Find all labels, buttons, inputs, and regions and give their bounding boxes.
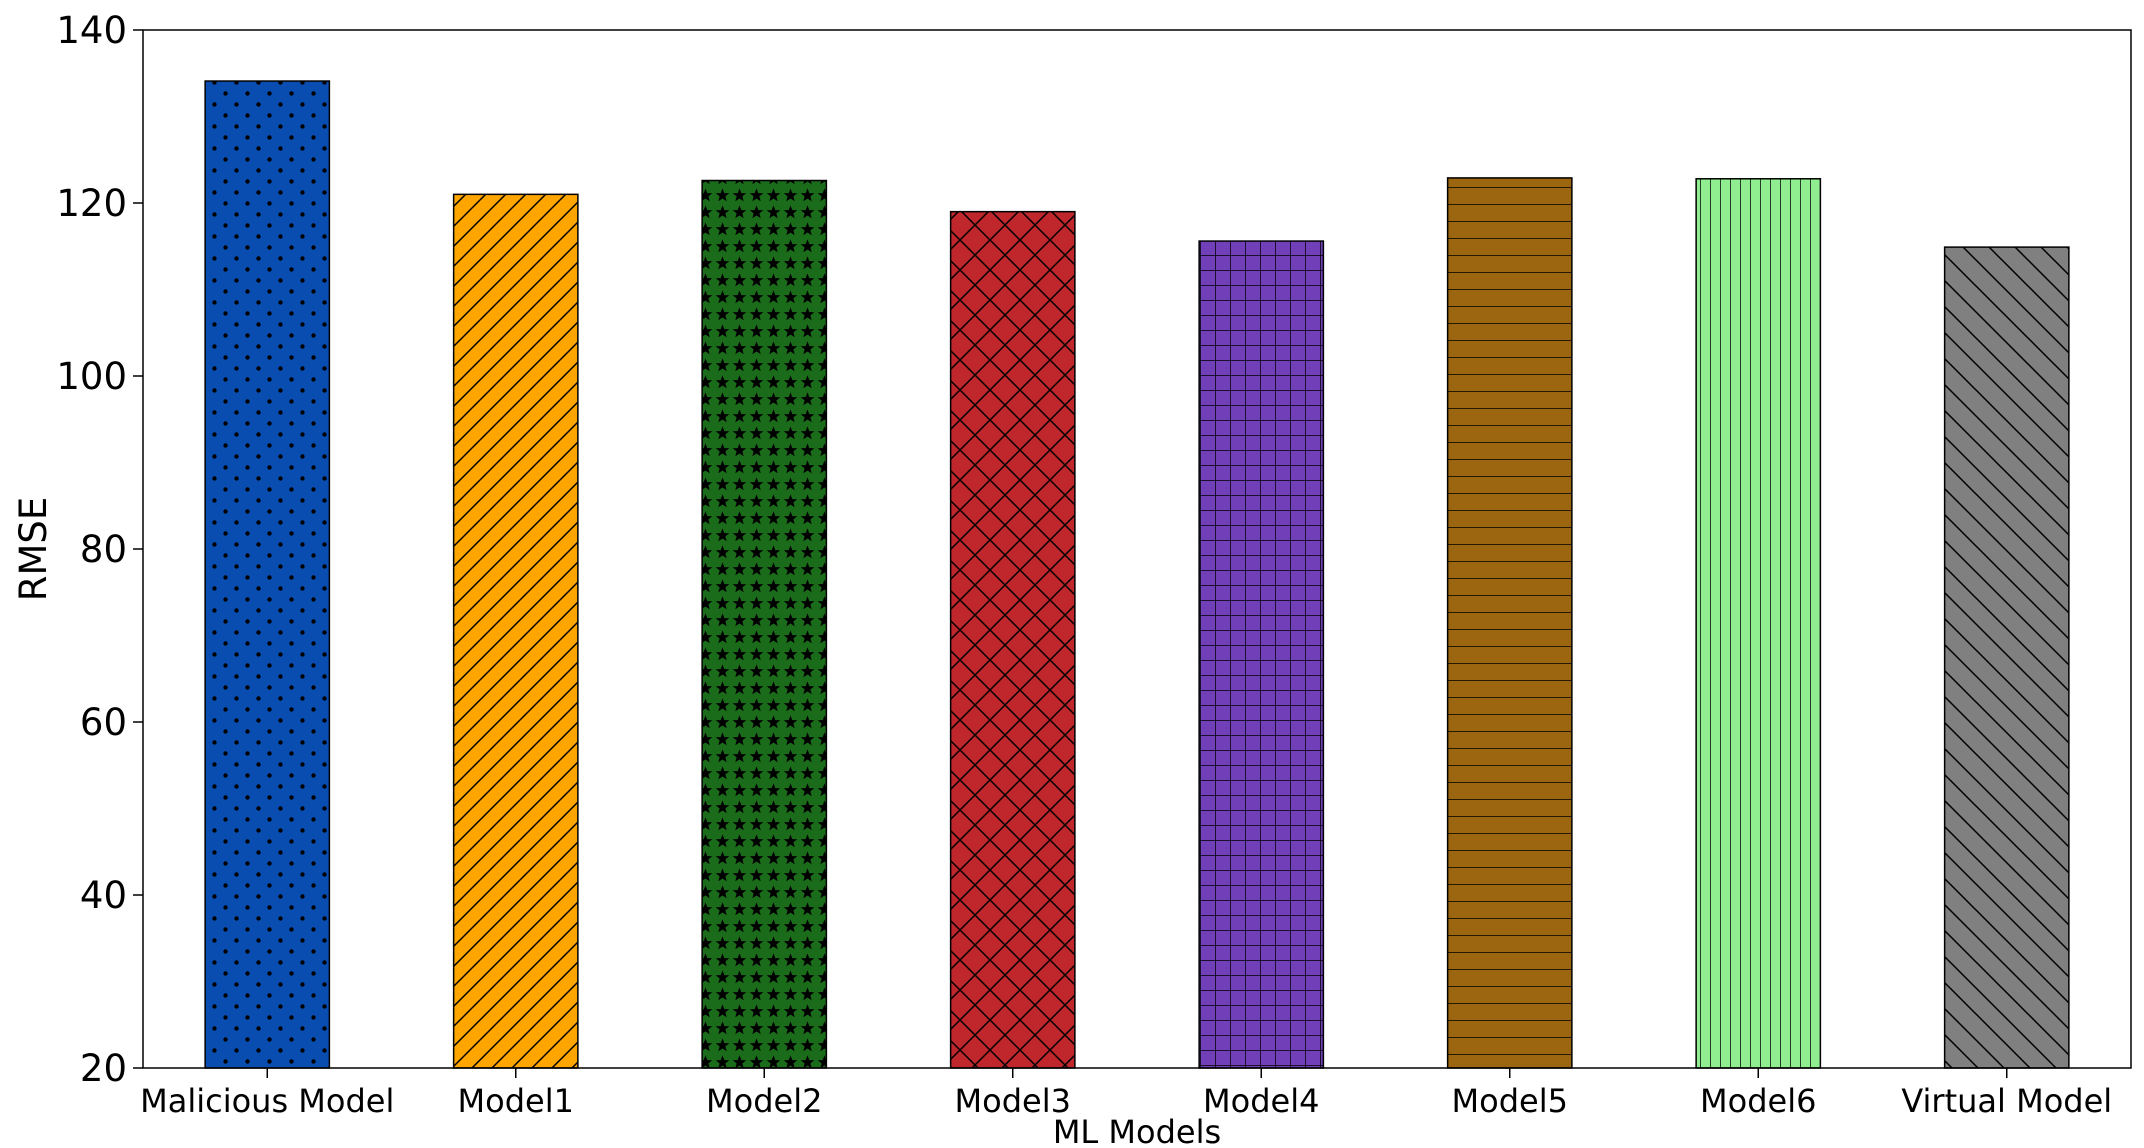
y-tick-label: 40: [80, 874, 127, 917]
x-axis-label: ML Models: [1053, 1113, 1221, 1148]
y-tick-label: 120: [56, 182, 127, 225]
x-tick-label: Model4: [1203, 1082, 1319, 1120]
bar-model3: [949, 210, 1076, 1069]
y-axis: 20 40 60 80 100 120 140: [56, 9, 143, 1090]
plot-frame: [142, 29, 2132, 1069]
bar-model6: [1695, 178, 1822, 1069]
x-tick-label: Model6: [1700, 1082, 1816, 1120]
bar-model1: [452, 193, 579, 1069]
x-tick-label: Model1: [458, 1082, 574, 1120]
x-tick-label: Virtual Model: [1901, 1082, 2112, 1120]
x-tick-label: Model5: [1452, 1082, 1568, 1120]
y-tick-label: 20: [80, 1047, 127, 1090]
bar-virtual-model: [1943, 246, 2070, 1069]
x-tick-label: Model3: [955, 1082, 1071, 1120]
bar-model5: [1446, 177, 1573, 1069]
y-tick-label: 100: [56, 355, 127, 398]
bar-model4: [1198, 240, 1325, 1069]
x-tick-label: Model2: [706, 1082, 822, 1120]
bar-model2: [701, 179, 828, 1069]
x-tick-label: Malicious Model: [140, 1082, 394, 1120]
y-tick-label: 60: [80, 701, 127, 744]
bars-group: [204, 80, 2070, 1069]
bar-malicious-model: [204, 80, 331, 1069]
y-tick-label: 140: [56, 9, 127, 52]
y-axis-label: RMSE: [12, 497, 55, 602]
y-tick-label: 80: [80, 528, 127, 571]
x-axis: Malicious Model Model1 Model2 Model3 Model4 M…: [140, 1068, 2112, 1120]
